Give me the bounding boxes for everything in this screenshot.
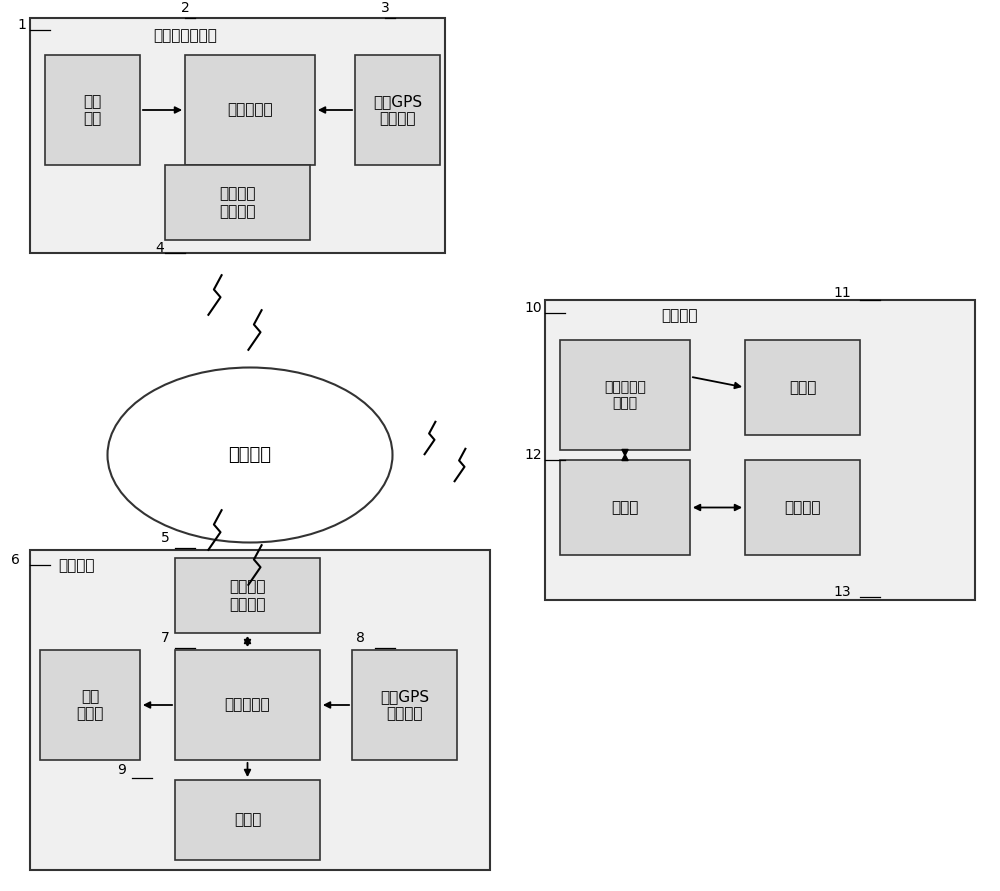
Text: 数码
相机: 数码 相机 xyxy=(83,94,102,127)
Bar xyxy=(560,460,690,555)
Text: 一号无线
收发装置: 一号无线 收发装置 xyxy=(219,186,256,218)
Text: 车载终端: 车载终端 xyxy=(58,558,94,573)
Text: 航拍无人机系统: 航拍无人机系统 xyxy=(153,28,217,43)
Text: 8: 8 xyxy=(356,631,364,645)
Text: 7: 7 xyxy=(161,631,169,645)
Bar xyxy=(355,55,440,165)
Text: 3: 3 xyxy=(381,1,389,15)
Text: 2: 2 xyxy=(181,1,189,15)
Text: 10: 10 xyxy=(524,301,542,315)
Bar xyxy=(45,55,140,165)
Text: 9: 9 xyxy=(118,763,126,777)
Bar xyxy=(175,780,320,860)
Text: 二号GPS
定位装置: 二号GPS 定位装置 xyxy=(380,689,429,721)
Bar xyxy=(545,300,975,600)
Text: 无线网络: 无线网络 xyxy=(228,446,272,464)
Text: 显示屏: 显示屏 xyxy=(234,813,261,828)
Text: 服务器: 服务器 xyxy=(611,500,639,515)
Text: 机载处理器: 机载处理器 xyxy=(227,102,273,118)
Text: 12: 12 xyxy=(524,448,542,462)
Bar xyxy=(185,55,315,165)
Bar xyxy=(30,550,490,870)
Ellipse shape xyxy=(108,367,392,543)
Text: 整车控制器: 整车控制器 xyxy=(225,698,270,713)
Text: 4: 4 xyxy=(156,241,164,255)
Text: 6: 6 xyxy=(11,553,19,567)
Bar xyxy=(40,650,140,760)
Bar xyxy=(30,18,445,253)
Text: 监控平台: 监控平台 xyxy=(784,500,821,515)
Bar xyxy=(165,165,310,240)
Bar xyxy=(175,558,320,633)
Text: 三号无线收
发装置: 三号无线收 发装置 xyxy=(604,380,646,410)
Text: 数据中心: 数据中心 xyxy=(662,308,698,323)
Text: 11: 11 xyxy=(833,286,851,300)
Bar xyxy=(175,650,320,760)
Text: 1: 1 xyxy=(18,18,26,32)
Bar xyxy=(745,460,860,555)
Text: 数据
存储器: 数据 存储器 xyxy=(76,689,104,721)
Bar xyxy=(745,340,860,435)
Text: 数据库: 数据库 xyxy=(789,380,816,395)
Bar xyxy=(352,650,457,760)
Text: 13: 13 xyxy=(833,585,851,599)
Bar xyxy=(560,340,690,450)
Text: 二号无线
收发装置: 二号无线 收发装置 xyxy=(229,579,266,612)
Text: 5: 5 xyxy=(161,531,169,545)
Text: 一号GPS
定位装置: 一号GPS 定位装置 xyxy=(373,94,422,127)
